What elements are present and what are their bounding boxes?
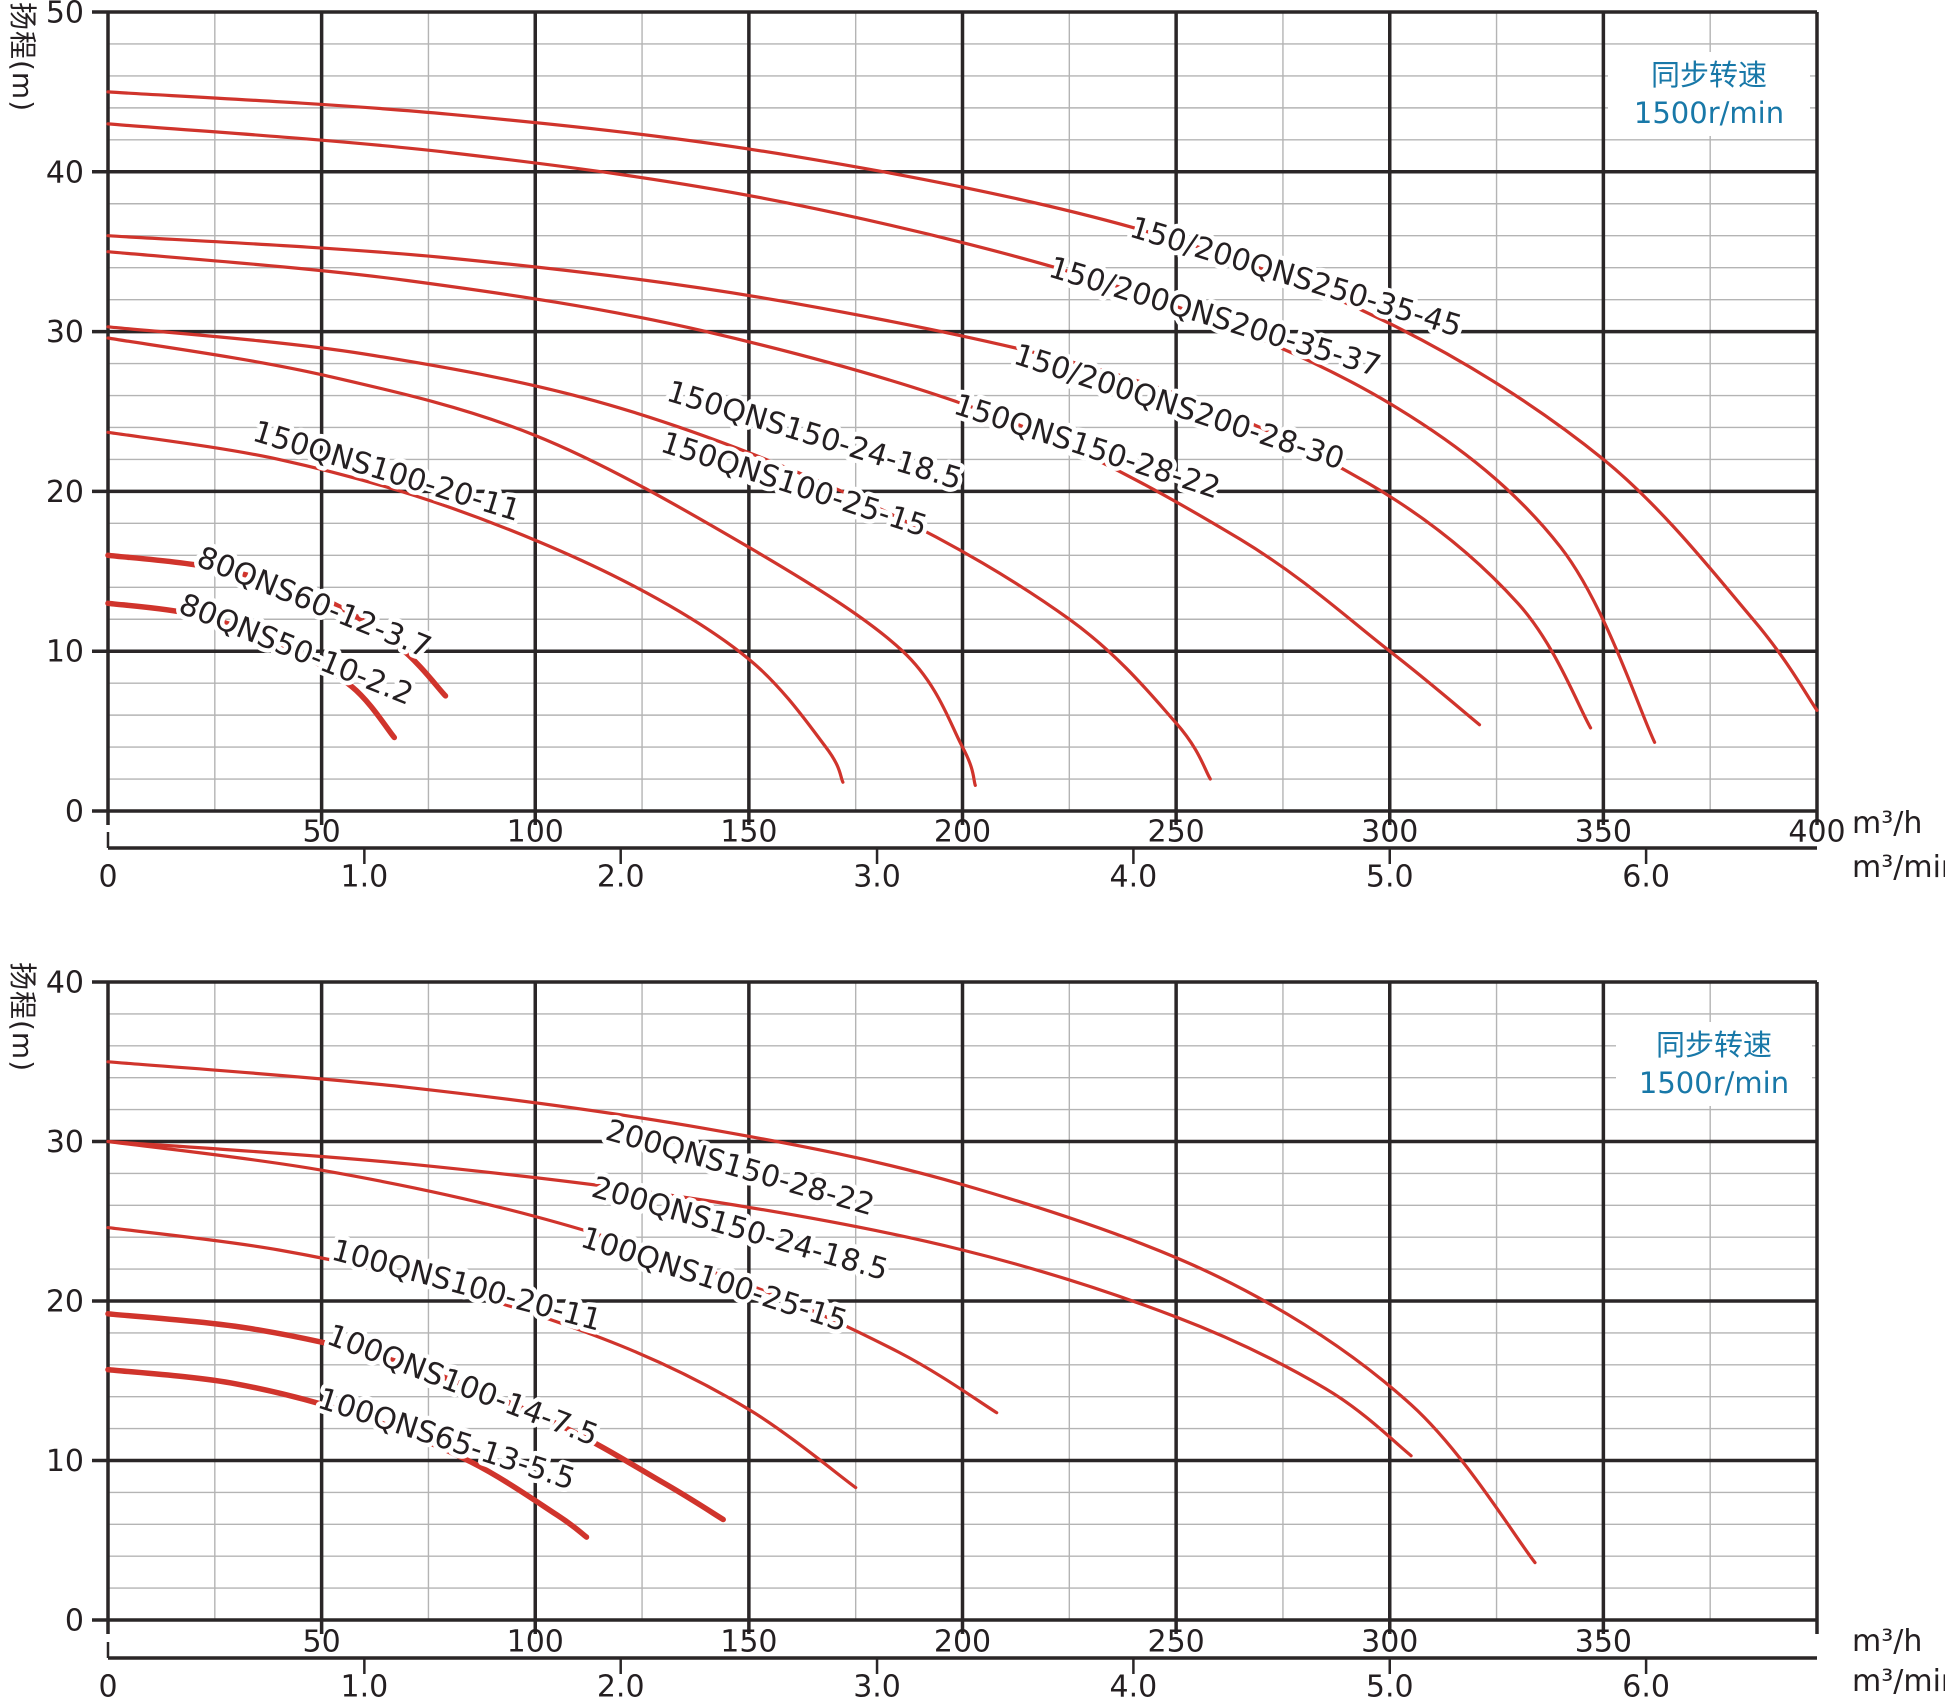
x-tick-label-m3h: 400: [1788, 815, 1845, 850]
y-tick-label: 20: [46, 475, 84, 510]
curve-label-100QNS100-20-11: 100QNS100-20-11: [328, 1233, 605, 1339]
x-tick-label-m3min: 6.0: [1622, 1670, 1670, 1704]
y-tick-label: 20: [46, 1285, 84, 1320]
y-tick-label: 40: [46, 966, 84, 1001]
sync-speed-note-bottom: 同步转速 1500r/min: [1616, 1022, 1812, 1106]
curve-label-150QNS100-20-11: 150QNS100-20-11: [249, 414, 525, 529]
x-tick-label-m3min: 5.0: [1366, 1670, 1414, 1704]
x-tick-label-m3min: 1.0: [340, 1670, 388, 1704]
curve-150/200QNS200-35-37: [106, 122, 1657, 744]
y-axis-title-top: 扬程(m): [6, 2, 39, 113]
x-tick-label-m3min: 2.0: [597, 860, 645, 895]
x-tick-label-m3h: 50: [303, 1625, 341, 1660]
curve-100QNS65-13-5.5: [105, 1366, 590, 1540]
y-tick-label: 30: [46, 315, 84, 350]
curve-150QNS150-28-22: [106, 250, 1482, 727]
curve-100QNS100-20-11: [106, 1226, 858, 1490]
y-tick-label: 0: [65, 1604, 84, 1639]
x-tick-label-m3min: 2.0: [597, 1670, 645, 1704]
x-tick-label-m3h: 150: [720, 1625, 777, 1660]
curve-80QNS60-12-3.7: [105, 552, 449, 699]
x-tick-label-m3h: 200: [934, 815, 991, 850]
x-tick-label-m3h: 100: [507, 1625, 564, 1660]
sync-speed-value: 1500r/min: [1638, 1066, 1790, 1100]
x-tick-label-m3h: 300: [1361, 1625, 1418, 1660]
sync-speed-note-top: 同步转速 1500r/min: [1608, 52, 1810, 136]
x-tick-label-m3min: 1.0: [340, 860, 388, 895]
x-tick-label-m3h: 350: [1575, 1625, 1632, 1660]
y-tick-label: 30: [46, 1125, 84, 1160]
y-tick-label: 40: [46, 155, 84, 190]
curve-150/200QNS200-28-30: [106, 234, 1593, 730]
x-tick-label-m3h: 50: [303, 815, 341, 850]
curve-150QNS100-25-15: [106, 336, 977, 787]
y-tick-label: 0: [65, 795, 84, 830]
sync-speed-label: 同步转速: [1650, 58, 1767, 92]
unit-m3h-bottom: m³/h: [1852, 1624, 1923, 1659]
major-grid: [92, 980, 1819, 1634]
x-tick-label-m3h: 150: [720, 815, 777, 850]
x-tick-label-m3min: 4.0: [1110, 860, 1158, 895]
curve-100QNS100-14-7.5: [105, 1311, 726, 1523]
x-tick-label-m3min: 3.0: [853, 860, 901, 895]
curve-150QNS100-20-11: [106, 430, 845, 784]
unit-m3min-top: m³/min: [1852, 850, 1945, 885]
curve-200QNS150-28-22: [106, 1060, 1537, 1565]
x-tick-label-m3min: 5.0: [1366, 860, 1414, 895]
curve-100QNS100-25-15: [106, 1139, 999, 1415]
unit-m3h-top: m³/h: [1852, 806, 1923, 841]
sync-speed-label: 同步转速: [1655, 1028, 1772, 1062]
curve-150/200QNS250-35-45: [106, 90, 1819, 712]
x-tick-label-m3h: 350: [1575, 815, 1632, 850]
curve-80QNS50-10-2.2: [105, 600, 398, 741]
sync-speed-value: 1500r/min: [1633, 96, 1785, 130]
x-tick-label-m3min: 0: [98, 860, 117, 895]
x-tick-label-m3min: 6.0: [1622, 860, 1670, 895]
major-grid: [92, 10, 1819, 825]
unit-m3min-bottom: m³/min: [1852, 1664, 1945, 1699]
x-tick-label-m3min: 3.0: [853, 1670, 901, 1704]
x-tick-label-m3h: 200: [934, 1625, 991, 1660]
m3min-axis: [106, 1642, 1817, 1674]
curve-200QNS150-24-18.5: [106, 1139, 1413, 1458]
curve-150QNS150-24-18.5: [106, 325, 1212, 781]
x-tick-label-m3min: 0: [98, 1670, 117, 1704]
y-tick-label: 50: [46, 0, 84, 31]
m3min-axis: [106, 832, 1817, 864]
y-tick-label: 10: [46, 635, 84, 670]
x-tick-label-m3h: 300: [1361, 815, 1418, 850]
x-tick-label-m3min: 4.0: [1110, 1670, 1158, 1704]
y-tick-label: 10: [46, 1444, 84, 1479]
x-tick-label-m3h: 100: [507, 815, 564, 850]
x-tick-label-m3h: 250: [1147, 1625, 1204, 1660]
y-axis-title-bottom: 扬程(m): [6, 962, 39, 1073]
x-tick-label-m3h: 250: [1147, 815, 1204, 850]
